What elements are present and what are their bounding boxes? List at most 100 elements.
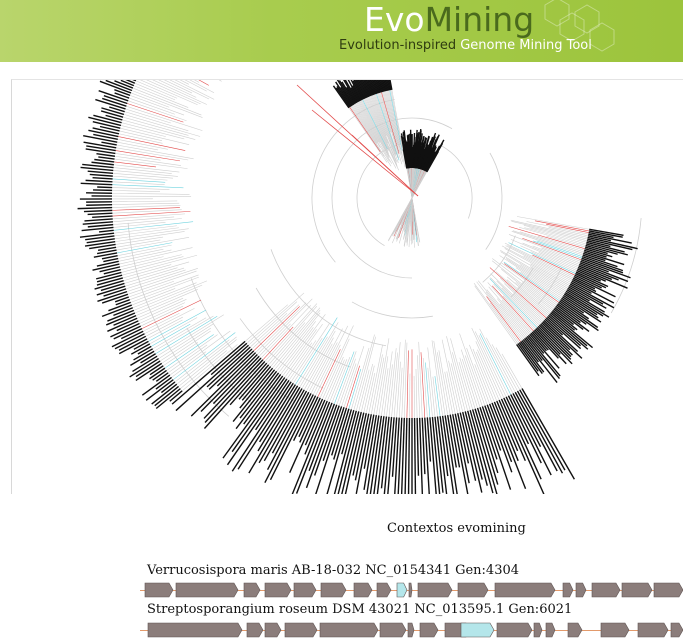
tree-leaf-label[interactable] [424, 417, 431, 494]
tree-leaf-label[interactable] [107, 309, 135, 322]
tree-leaf-label[interactable] [562, 296, 602, 323]
gene-arrow[interactable] [653, 582, 683, 598]
tree-leaf-label[interactable] [107, 317, 138, 332]
tree-leaf-label[interactable] [118, 338, 148, 355]
gene-arrow[interactable] [533, 622, 543, 638]
tree-leaf-label[interactable] [572, 277, 596, 290]
tree-leaf-label[interactable] [113, 307, 134, 316]
tree-leaf-label[interactable] [269, 394, 314, 481]
tree-leaf-label[interactable] [532, 330, 559, 359]
tree-leaf-label[interactable] [567, 287, 590, 302]
tree-leaf-label[interactable] [488, 403, 513, 463]
tree-leaf-label[interactable] [229, 362, 268, 406]
tree-leaf-label[interactable] [88, 116, 122, 127]
tree-leaf-label[interactable] [486, 404, 513, 473]
gene-arrow-highlighted[interactable] [460, 622, 495, 638]
tree-leaf-label[interactable] [346, 86, 357, 104]
tree-leaf-label[interactable] [344, 80, 363, 101]
tree-leaf-label[interactable] [114, 333, 145, 350]
tree-leaf-label[interactable] [94, 280, 124, 290]
tree-leaf-label[interactable] [336, 411, 360, 494]
tree-leaf-label[interactable] [99, 125, 120, 132]
tree-leaf-label[interactable] [557, 303, 587, 325]
tree-leaf-label[interactable] [586, 239, 611, 248]
gene-arrow[interactable] [575, 582, 587, 598]
tree-leaf-label[interactable] [352, 80, 364, 101]
tree-leaf-label[interactable] [120, 328, 143, 340]
tree-leaf-label[interactable] [103, 288, 127, 297]
tree-leaf-label[interactable] [553, 308, 575, 326]
tree-leaf-label[interactable] [352, 85, 362, 102]
gene-arrow[interactable] [175, 582, 239, 598]
tree-leaf-label[interactable] [83, 141, 117, 149]
tree-leaf-label[interactable] [373, 80, 380, 94]
tree-leaf-label[interactable] [232, 369, 276, 422]
tree-leaf-label[interactable] [298, 396, 319, 438]
tree-leaf-label[interactable] [204, 359, 264, 424]
tree-leaf-label[interactable] [416, 417, 420, 476]
tree-leaf-label[interactable] [534, 329, 567, 365]
tree-leaf-label[interactable] [113, 315, 137, 326]
tree-leaf-label[interactable] [446, 414, 457, 468]
tree-leaf-label[interactable] [562, 294, 599, 319]
gene-arrow[interactable] [379, 622, 407, 638]
tree-leaf-label[interactable] [114, 92, 130, 99]
tree-leaf-label[interactable] [351, 80, 368, 99]
tree-leaf-label[interactable] [330, 410, 357, 494]
gene-arrow[interactable] [376, 582, 392, 598]
tree-leaf-label[interactable] [366, 415, 380, 494]
tree-leaf-label[interactable] [588, 233, 632, 244]
organism-label[interactable]: Streptosporangium roseum DSM 43021 NC_01… [147, 602, 573, 617]
tree-leaf-label[interactable] [155, 388, 181, 410]
tree-leaf-label[interactable] [154, 385, 179, 407]
tree-leaf-label[interactable] [585, 244, 618, 255]
tree-leaf-label[interactable] [92, 215, 113, 219]
tree-leaf-label[interactable] [96, 277, 124, 286]
tree-leaf-label[interactable] [573, 275, 616, 298]
tree-leaf-label[interactable] [103, 268, 121, 275]
tree-leaf-label[interactable] [535, 328, 561, 355]
tree-leaf-label[interactable] [95, 98, 126, 110]
tree-leaf-label[interactable] [531, 331, 549, 351]
tree-leaf-label[interactable] [152, 369, 167, 381]
gene-arrow[interactable] [591, 582, 621, 598]
tree-leaf-label[interactable] [326, 409, 353, 494]
tree-leaf-label[interactable] [289, 398, 324, 473]
tree-leaf-label[interactable] [103, 95, 128, 105]
tree-leaf-label[interactable] [380, 416, 390, 489]
gene-arrow-highlighted[interactable] [396, 582, 408, 598]
tree-leaf-label[interactable] [96, 260, 119, 267]
tree-leaf-label[interactable] [111, 330, 144, 348]
tree-leaf-label[interactable] [350, 87, 360, 103]
gene-arrow[interactable] [319, 622, 379, 638]
tree-leaf-label[interactable] [575, 272, 607, 289]
tree-leaf-label[interactable] [413, 417, 417, 494]
tree-leaf-label[interactable] [292, 395, 317, 442]
tree-leaf-label[interactable] [231, 381, 292, 472]
tree-leaf-label[interactable] [566, 289, 605, 313]
tree-leaf-label[interactable] [564, 292, 604, 317]
tree-leaf-label[interactable] [149, 367, 166, 380]
tree-leaf-label[interactable] [449, 414, 461, 468]
tree-leaf-label[interactable] [86, 145, 116, 152]
tree-leaf-label[interactable] [113, 325, 142, 340]
tree-leaf-label[interactable] [212, 355, 260, 405]
tree-leaf-label[interactable] [378, 80, 388, 92]
tree-leaf-label[interactable] [290, 401, 331, 494]
tree-leaf-label[interactable] [98, 90, 129, 102]
tree-leaf-label[interactable] [356, 80, 369, 98]
tree-leaf-label[interactable] [344, 412, 365, 494]
tree-leaf-label[interactable] [101, 141, 117, 146]
tree-leaf-label[interactable] [587, 235, 611, 242]
tree-leaf-label[interactable] [357, 80, 372, 97]
tree-leaf-label[interactable] [135, 360, 161, 378]
gene-arrow[interactable] [284, 622, 318, 638]
tree-leaf-label[interactable] [536, 326, 573, 365]
tree-leaf-label[interactable] [332, 85, 350, 109]
tree-leaf-label[interactable] [454, 413, 470, 484]
tree-leaf-label[interactable] [387, 417, 395, 494]
tree-leaf-label[interactable] [141, 374, 171, 396]
tree-leaf-label[interactable] [322, 406, 343, 461]
tree-leaf-label[interactable] [421, 417, 426, 475]
tree-leaf-label[interactable] [115, 299, 131, 306]
